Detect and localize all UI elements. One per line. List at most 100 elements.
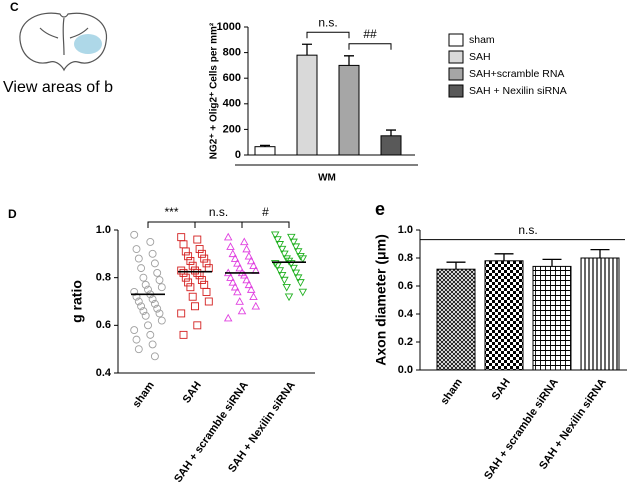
point <box>284 257 294 266</box>
legend-swatch <box>448 67 464 81</box>
y-tick-label: 1000 <box>217 21 241 33</box>
point <box>233 287 242 296</box>
point <box>132 292 141 301</box>
point <box>177 233 186 242</box>
significance-bracket <box>348 43 392 50</box>
point <box>155 276 164 284</box>
point <box>144 285 152 294</box>
point <box>204 264 213 273</box>
point <box>134 254 143 263</box>
y-tick-label: 0.6 <box>96 319 111 331</box>
y-axis-label: g ratio <box>69 280 85 323</box>
point <box>193 321 202 330</box>
point <box>270 231 280 240</box>
y-tick-label: 600 <box>223 72 241 84</box>
legend-label: sham <box>469 34 495 46</box>
point <box>130 230 139 239</box>
legend-swatch <box>448 33 464 47</box>
legend-label: SAH + Nexilin siRNA <box>469 85 567 97</box>
point <box>139 307 148 315</box>
point <box>153 268 162 277</box>
bar <box>532 265 572 371</box>
y-tick-label: 0.6 <box>398 280 413 292</box>
point <box>282 283 291 292</box>
point <box>177 309 186 318</box>
point <box>193 235 202 244</box>
point <box>289 238 298 247</box>
point <box>246 256 256 265</box>
point <box>275 241 285 249</box>
legend-swatch <box>448 84 464 98</box>
y-axis-label: NG2⁺ + Olig2⁺ Cells per mm² <box>209 22 220 159</box>
point <box>150 259 159 268</box>
point <box>277 245 287 254</box>
point <box>282 255 291 264</box>
point <box>150 299 159 308</box>
point <box>141 280 150 289</box>
significance-label: n.s. <box>318 15 337 29</box>
point <box>146 237 155 246</box>
point <box>298 288 308 297</box>
point <box>179 240 188 249</box>
point <box>157 316 166 325</box>
bar <box>254 146 276 156</box>
point <box>277 272 287 280</box>
point <box>280 276 289 285</box>
point <box>137 302 146 311</box>
point <box>233 258 242 267</box>
point <box>275 267 285 275</box>
point <box>273 236 282 244</box>
bar <box>380 135 402 156</box>
point <box>249 261 258 269</box>
point <box>242 244 251 253</box>
point <box>157 283 166 292</box>
point <box>235 297 244 305</box>
y-tick-label: 0.2 <box>398 336 413 348</box>
bar <box>296 54 318 156</box>
bar <box>580 257 620 371</box>
y-tick-label: 200 <box>223 123 241 135</box>
point <box>197 276 206 284</box>
point <box>296 252 305 261</box>
point <box>291 269 301 278</box>
point <box>148 295 157 304</box>
y-tick-label: 0.4 <box>398 308 414 320</box>
point <box>141 311 150 320</box>
point <box>204 297 213 306</box>
significance-label: *** <box>164 205 178 219</box>
y-axis-label: Axon diameter (μm) <box>373 234 389 365</box>
point <box>291 243 301 252</box>
legend-swatch <box>448 50 464 64</box>
point <box>223 232 233 241</box>
panel-label: e <box>375 199 385 219</box>
point <box>240 237 249 246</box>
point <box>181 247 190 256</box>
point <box>150 352 159 361</box>
point <box>270 260 280 268</box>
significance-bracket <box>147 221 196 228</box>
point <box>186 257 195 265</box>
error-bar <box>386 129 396 136</box>
point <box>132 335 141 344</box>
point <box>298 255 308 264</box>
point <box>148 340 157 349</box>
point <box>197 249 206 258</box>
y-tick-label: 0.0 <box>398 364 413 376</box>
x-tick-label: SAH <box>490 376 513 402</box>
point <box>242 275 251 284</box>
point <box>134 297 143 306</box>
y-tick-label: 1.0 <box>96 224 111 236</box>
bar <box>338 64 360 156</box>
point <box>230 282 240 291</box>
point <box>130 326 139 335</box>
point <box>244 251 254 260</box>
point <box>144 321 152 330</box>
panel-label: D <box>8 207 17 221</box>
point <box>293 274 303 283</box>
point <box>223 313 233 322</box>
image-caption: View areas of b <box>3 79 113 96</box>
y-tick-label: 0 <box>235 149 241 161</box>
y-tick-label: 0.4 <box>96 367 112 379</box>
significance-label: # <box>262 205 269 219</box>
